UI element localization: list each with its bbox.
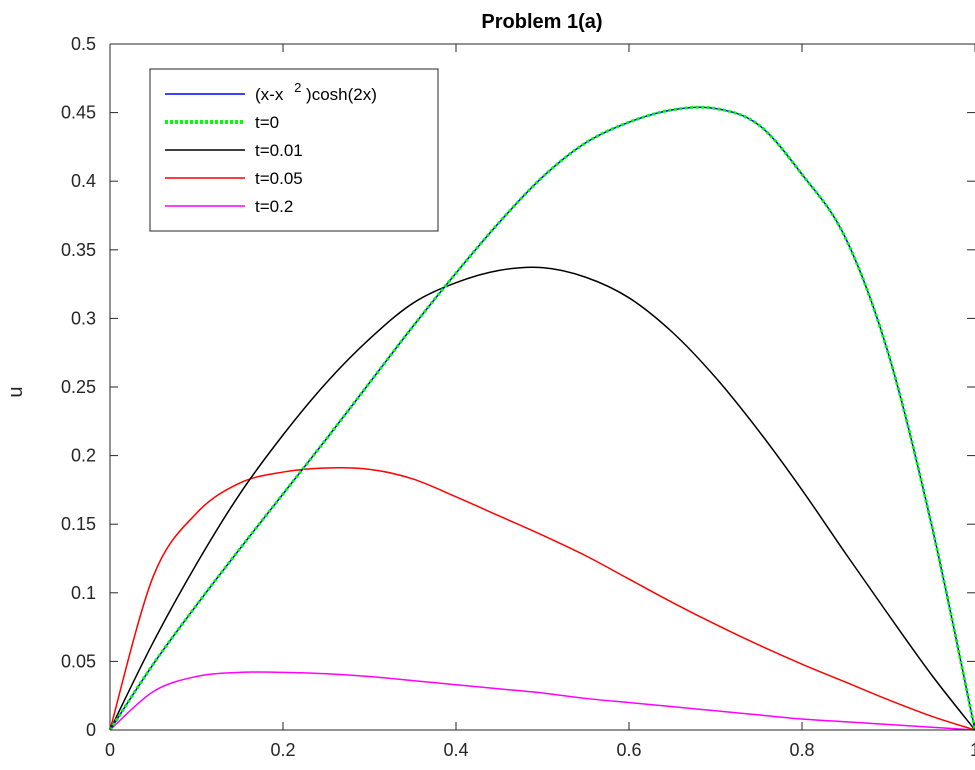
series-line-3	[109, 466, 975, 731]
y-tick-label: 0.5	[71, 34, 96, 54]
legend-label-0-sup: 2	[294, 80, 301, 95]
legend-label-2: t=0.01	[255, 141, 303, 160]
x-tick-label: 0.4	[443, 740, 468, 760]
legend-box	[149, 68, 439, 232]
y-tick-label: 0.2	[71, 446, 96, 466]
legend-label-0-tail: )cosh(2x)	[306, 85, 377, 104]
series-line-1	[108, 105, 975, 731]
chart-title: Problem 1(a)	[481, 11, 602, 33]
y-tick-label: 0.1	[71, 583, 96, 603]
legend-label-1: t=0	[255, 113, 279, 132]
y-tick-label: 0	[86, 720, 96, 740]
legend-label-0-main: (x-x	[255, 85, 284, 104]
axes-frame	[109, 43, 975, 731]
y-tick-label: 0.25	[61, 377, 96, 397]
axis-ticks: 0 0.2 0.4 0.6 0.8 1 0 0.05 0.1 0.15 0.2 0.25 0.3 0.35…	[61, 34, 975, 760]
x-tick-label: 0	[105, 740, 115, 760]
legend-label-0: (x-x 2 )cosh(2x)	[255, 77, 377, 104]
y-tick-label: 0.3	[71, 308, 96, 328]
y-tick-label: 0.35	[61, 240, 96, 260]
series-layer	[108, 105, 975, 731]
x-tick-label: 0.8	[789, 740, 814, 760]
y-tick-label: 0.45	[61, 103, 96, 123]
legend-label-4: t=0.2	[255, 197, 293, 216]
x-tick-label: 0.2	[270, 740, 295, 760]
legend: (x-x 2 )cosh(2x) t=0 t=0.01 t=0.05 t=0.2	[149, 68, 439, 232]
y-axis-label: u	[5, 386, 27, 397]
series-line-2	[109, 266, 975, 731]
y-tick-label: 0.15	[61, 514, 96, 534]
legend-label-3: t=0.05	[255, 169, 303, 188]
x-tick-label: 1	[970, 740, 975, 760]
x-tick-label: 0.6	[616, 740, 641, 760]
series-line-4	[109, 671, 975, 731]
y-tick-label: 0.05	[61, 651, 96, 671]
y-tick-label: 0.4	[71, 171, 96, 191]
